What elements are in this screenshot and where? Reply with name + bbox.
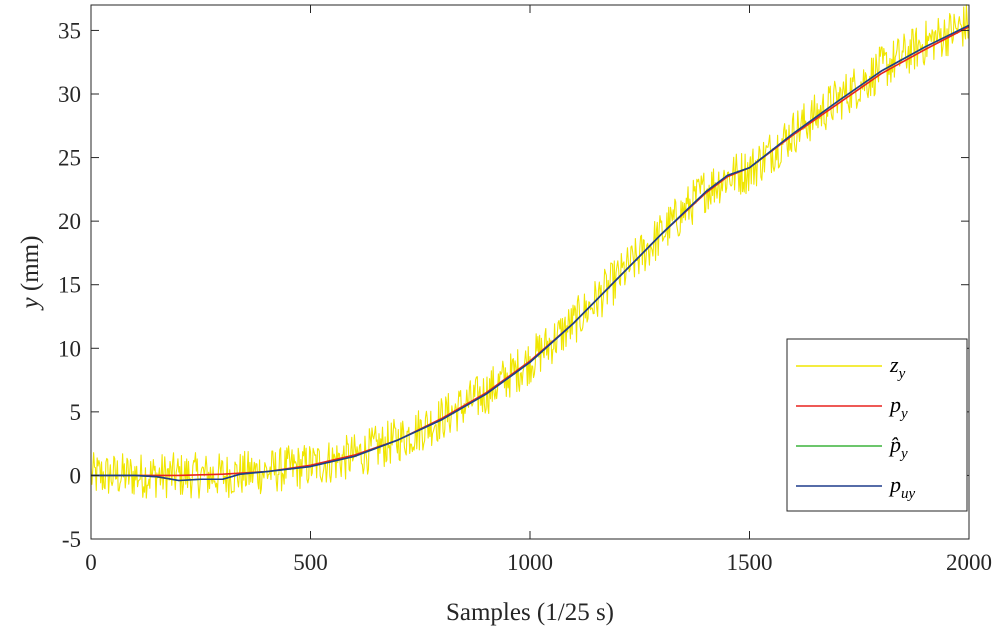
series-layer (90, 4, 970, 499)
x-tick-label: 1000 (507, 550, 553, 575)
legend: zy py p̂y puy (786, 338, 968, 512)
x-tick-label: 500 (293, 550, 328, 575)
legend-label-p_hat_y: p̂y (888, 432, 908, 462)
y-tick-label: 5 (70, 400, 82, 425)
legend-box (786, 338, 968, 512)
x-tick-label: 2000 (946, 550, 992, 575)
y-tick-label: -5 (62, 527, 81, 552)
legend-label-z_y: zy (889, 352, 906, 382)
series-line-p_uy (91, 24, 970, 482)
y-tick-label: 25 (58, 146, 81, 171)
y-axis-title: y (mm) (17, 236, 44, 312)
y-tick-label: 35 (58, 18, 81, 43)
y-tick-label: 20 (58, 209, 81, 234)
x-tick-label: 0 (85, 550, 97, 575)
legend-label-p_uy: puy (888, 472, 916, 502)
x-axis-title: Samples (1/25 s) (446, 599, 614, 626)
x-tick-label: 1500 (727, 550, 773, 575)
y-tick-label: 10 (58, 336, 81, 361)
legend-label-p_y: py (888, 392, 908, 422)
y-tick-label: 0 (70, 463, 82, 488)
y-tick-label: 15 (58, 273, 81, 298)
y-tick-label: 30 (58, 82, 81, 107)
